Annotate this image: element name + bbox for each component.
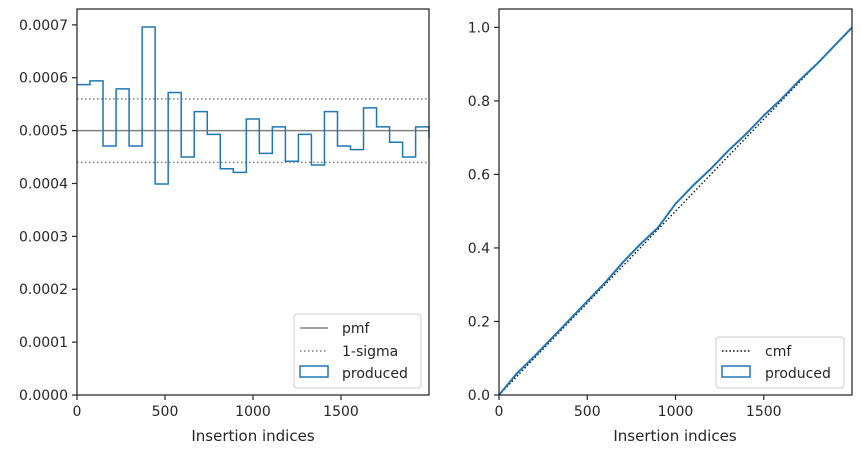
produced-histogram-step — [77, 26, 430, 185]
left-reference-lines — [77, 98, 429, 164]
x-tick-label: 500 — [152, 404, 179, 420]
y-tick-label: 0.0004 — [19, 176, 68, 192]
right-x-ticks: 0 500 1000 1500 — [495, 395, 782, 420]
left-legend: pmf 1-sigma produced — [293, 313, 422, 389]
right-y-ticks: 0.0 0.2 0.4 0.6 0.8 1.0 — [468, 20, 499, 404]
right-panel: 0 500 1000 1500 0.0 0.2 0.4 0.6 0.8 1.0 Insertio… — [468, 8, 853, 445]
left-y-ticks: 0.0000 0.0001 0.0002 0.0003 0.0004 0.0005 0.00… — [19, 18, 77, 404]
y-tick-label: 0.6 — [468, 167, 490, 183]
y-tick-label: 0.0 — [468, 388, 490, 404]
x-tick-label: 1500 — [323, 404, 359, 420]
left-x-axis-label: Insertion indices — [191, 427, 314, 445]
legend-produced-label: produced — [342, 366, 408, 382]
legend-produced-label-right: produced — [765, 366, 831, 382]
y-tick-label: 0.0000 — [19, 388, 68, 404]
legend-cmf-label: cmf — [765, 344, 792, 360]
left-legend-box — [293, 313, 422, 389]
x-tick-label: 0 — [495, 404, 504, 420]
y-tick-label: 0.0002 — [19, 282, 68, 298]
x-tick-label: 500 — [574, 404, 601, 420]
legend-produced-swatch-right — [721, 365, 751, 378]
right-legend-box — [715, 336, 845, 389]
y-tick-label: 0.0003 — [19, 229, 68, 245]
x-tick-label: 1000 — [235, 404, 271, 420]
y-tick-label: 0.0001 — [19, 335, 68, 351]
y-tick-label: 1.0 — [468, 20, 490, 36]
right-legend: cmf produced — [715, 336, 845, 389]
left-x-ticks: 0 500 1000 1500 — [73, 395, 359, 420]
left-panel: 0 500 1000 1500 0.00000.00010.00020.00030.0… — [19, 8, 430, 445]
x-tick-label: 0 — [73, 404, 82, 420]
right-plot-frame — [498, 8, 853, 396]
x-tick-label: 1000 — [658, 404, 694, 420]
left-plot-frame — [76, 8, 430, 396]
y-tick-label: 0.0006 — [19, 71, 68, 87]
x-tick-label: 1500 — [746, 404, 782, 420]
y-tick-label: 0.2 — [468, 314, 490, 330]
y-tick-label: 0.8 — [468, 94, 490, 110]
produced-cumulative-line — [498, 26, 853, 396]
right-x-axis-label: Insertion indices — [613, 427, 736, 445]
y-tick-label: 0.0007 — [19, 18, 68, 34]
y-tick-label: 0.0005 — [19, 124, 68, 140]
legend-pmf-label: pmf — [342, 321, 371, 337]
y-tick-label: 0.4 — [468, 241, 490, 257]
legend-1-sigma-label: 1-sigma — [342, 344, 398, 360]
legend-produced-swatch — [299, 365, 329, 378]
